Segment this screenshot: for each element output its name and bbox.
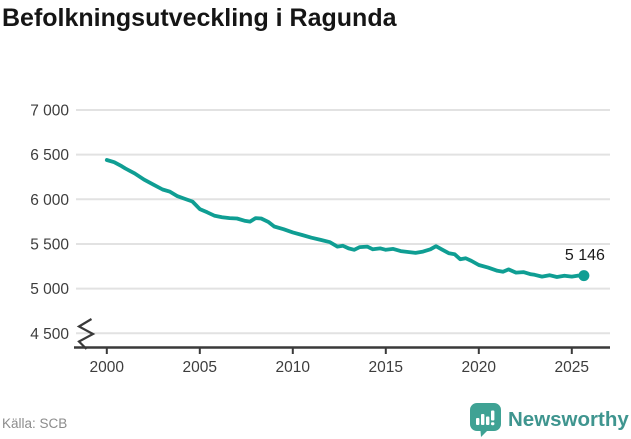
latest-value-label: 5 146 xyxy=(565,247,605,264)
icon-bubble-shape xyxy=(470,403,501,437)
y-tick-label: 5 500 xyxy=(30,236,69,253)
y-tick-label: 4 500 xyxy=(30,326,69,343)
x-tick-label: 2005 xyxy=(183,359,217,376)
x-tick-label: 2010 xyxy=(276,359,311,376)
y-tick-label: 6 000 xyxy=(30,192,69,209)
source-note: Källa: SCB xyxy=(2,416,68,431)
y-tick-label: 6 500 xyxy=(30,147,69,164)
icon-bar-chart-glyph xyxy=(476,410,495,426)
y-tick-label: 5 000 xyxy=(30,281,69,298)
page-title: Befolkningsutveckling i Ragunda xyxy=(2,4,397,32)
x-tick-label: 2020 xyxy=(462,359,497,376)
brand-name: Newsworthy xyxy=(508,408,629,431)
x-tick-label: 2025 xyxy=(555,359,589,376)
population-line xyxy=(104,158,586,279)
x-tick-label: 2015 xyxy=(369,359,403,376)
newsworthy-logo: Newsworthy xyxy=(470,403,629,437)
latest-value-dot xyxy=(578,270,590,282)
axis-break-symbol xyxy=(76,318,96,350)
y-tick-label: 7 000 xyxy=(30,102,69,119)
x-tick-label: 2000 xyxy=(90,359,125,376)
newsworthy-speech-bubble-barchart-icon xyxy=(470,403,501,437)
